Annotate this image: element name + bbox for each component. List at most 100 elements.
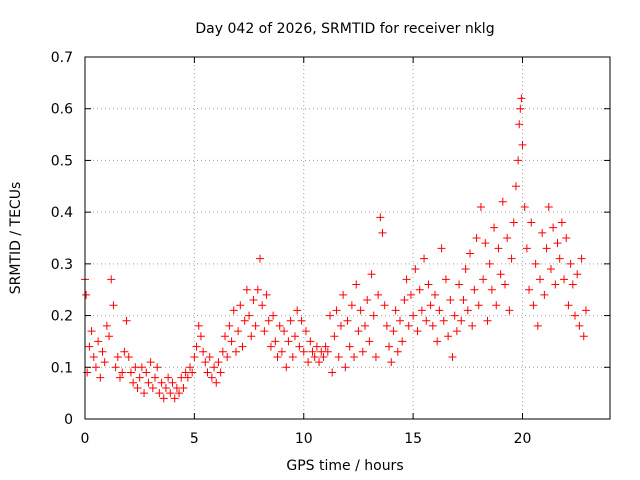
data-point — [439, 316, 448, 325]
data-point — [312, 342, 321, 351]
data-point — [111, 363, 120, 372]
data-point — [433, 337, 442, 346]
data-point — [175, 389, 184, 398]
data-point — [566, 259, 575, 268]
y-tick-label-1: 0.1 — [51, 360, 73, 376]
data-point — [288, 352, 297, 361]
y-tick-label-7: 0.7 — [51, 50, 73, 66]
data-point — [266, 342, 275, 351]
data-point — [402, 275, 411, 284]
data-point — [457, 316, 466, 325]
data-point — [562, 234, 571, 242]
data-point — [245, 311, 254, 320]
data-point — [247, 332, 256, 341]
data-point — [96, 373, 105, 382]
data-point — [350, 352, 359, 361]
data-point — [82, 290, 91, 299]
data-point — [293, 306, 302, 315]
data-point — [461, 265, 470, 274]
data-point — [380, 301, 389, 310]
data-point — [179, 383, 188, 392]
data-point — [207, 373, 216, 382]
data-point — [334, 352, 343, 361]
data-point — [509, 218, 518, 227]
data-point — [284, 337, 293, 346]
data-point — [581, 306, 590, 315]
data-point — [85, 342, 94, 351]
data-point — [212, 378, 221, 387]
data-point — [448, 352, 457, 361]
data-point — [299, 347, 308, 356]
data-point — [271, 337, 280, 346]
data-point — [223, 352, 232, 361]
data-points — [81, 94, 590, 403]
data-point — [455, 280, 464, 289]
data-point — [275, 321, 284, 330]
y-tick-label-5: 0.5 — [51, 153, 73, 169]
data-point — [540, 290, 549, 299]
data-point — [186, 363, 194, 372]
data-point — [354, 327, 363, 336]
data-point — [269, 311, 278, 320]
data-point — [218, 347, 227, 356]
data-point — [450, 311, 459, 320]
data-point — [321, 342, 330, 351]
data-point — [196, 332, 205, 341]
data-point — [144, 378, 153, 387]
data-point — [236, 301, 245, 310]
data-point — [515, 120, 524, 129]
data-point — [575, 321, 584, 330]
data-point — [529, 301, 538, 310]
data-point — [201, 358, 210, 367]
data-point — [216, 368, 225, 377]
data-point — [83, 368, 92, 377]
y-tick-label-6: 0.6 — [51, 102, 73, 118]
data-point — [89, 352, 98, 361]
data-point — [398, 337, 407, 346]
data-point — [148, 383, 157, 392]
data-point — [129, 378, 138, 387]
data-point — [522, 244, 531, 253]
data-point — [251, 321, 260, 330]
data-point — [483, 316, 492, 325]
data-point — [168, 378, 177, 387]
data-point — [190, 352, 199, 361]
data-point — [91, 363, 100, 372]
data-point — [256, 254, 264, 263]
y-tick-label-3: 0.3 — [51, 257, 73, 273]
data-point — [536, 275, 544, 284]
data-point — [533, 321, 542, 330]
data-point — [192, 342, 201, 351]
data-point — [330, 332, 339, 341]
data-point — [155, 389, 164, 398]
x-tick-labels: 0 5 10 15 20 — [81, 431, 532, 447]
data-point — [102, 321, 111, 330]
data-point — [571, 311, 579, 320]
data-point — [511, 182, 520, 191]
data-point — [479, 275, 488, 284]
data-point — [369, 311, 378, 320]
data-point — [498, 197, 507, 206]
data-point — [437, 244, 446, 253]
data-point — [496, 270, 505, 279]
data-point — [286, 316, 295, 325]
data-point — [468, 321, 477, 330]
data-point — [568, 280, 577, 289]
data-point — [466, 249, 474, 258]
data-point — [221, 332, 229, 341]
data-point — [573, 270, 582, 279]
data-point — [242, 285, 251, 294]
data-point — [203, 368, 212, 377]
plot-frame — [84, 56, 611, 420]
data-point — [363, 296, 372, 305]
data-point — [553, 239, 562, 248]
data-point — [374, 290, 383, 299]
y-tick-labels: 0 0.1 0.2 0.3 0.4 0.5 0.6 0.7 — [51, 50, 73, 428]
data-point — [280, 327, 289, 336]
data-point — [544, 202, 553, 211]
data-point — [159, 394, 168, 403]
data-point — [505, 306, 514, 315]
data-point — [282, 363, 291, 372]
data-point — [356, 306, 365, 315]
data-point — [385, 342, 394, 351]
